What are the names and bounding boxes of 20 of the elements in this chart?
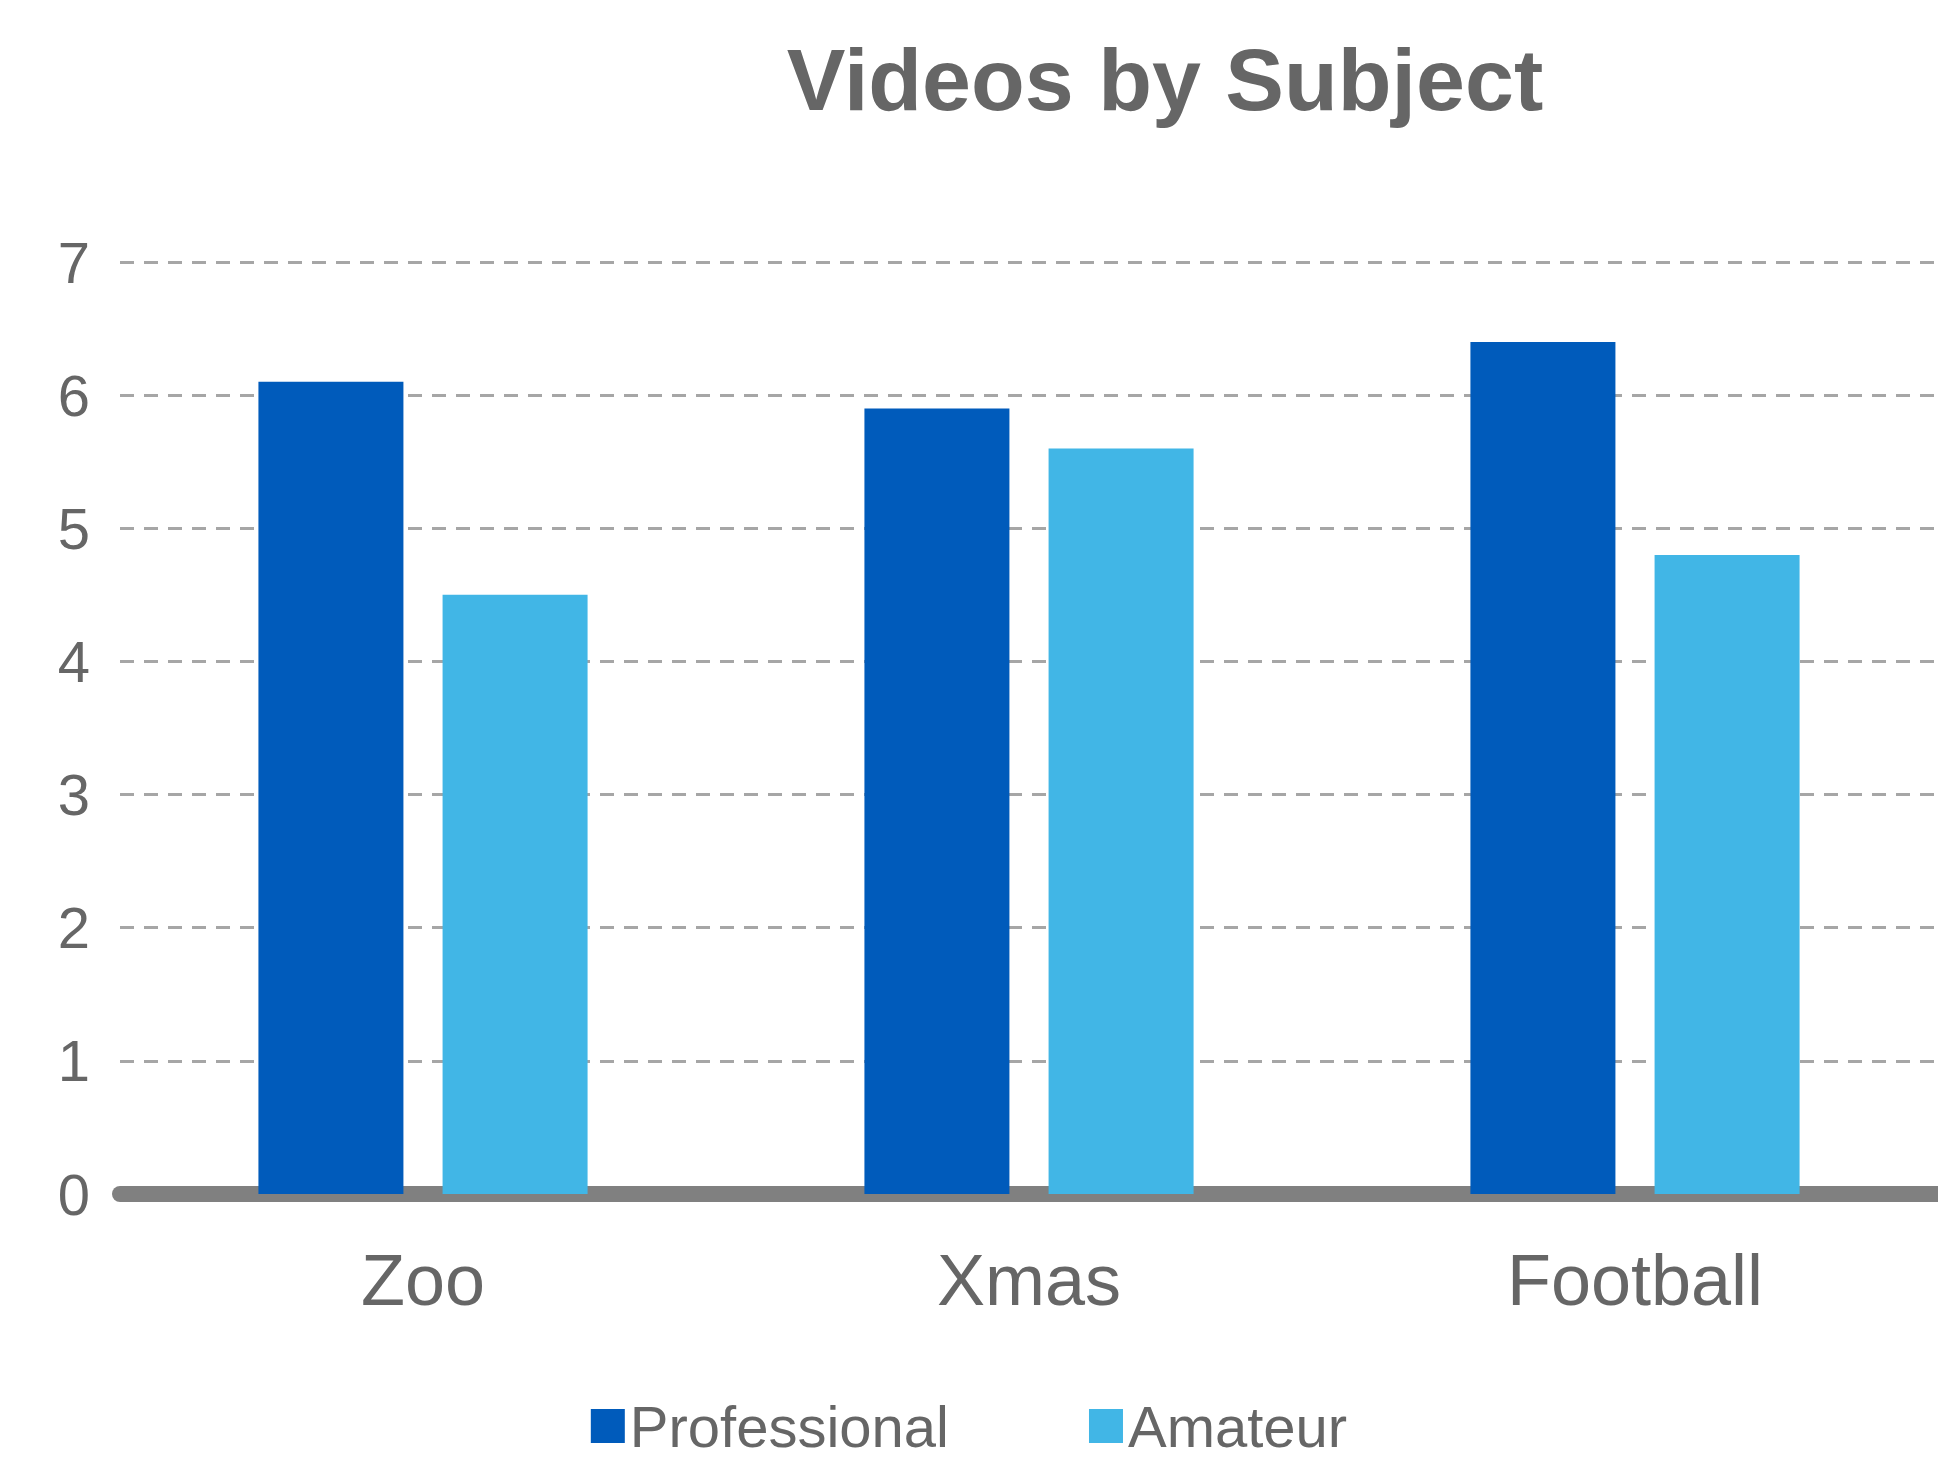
bar	[864, 408, 1010, 1194]
y-tick-label: 0	[57, 1161, 90, 1227]
y-tick-label: 2	[57, 895, 90, 961]
y-tick-label: 6	[57, 362, 90, 428]
bar	[442, 594, 588, 1194]
chart-title: Videos by Subject	[786, 29, 1544, 129]
y-tick-label: 3	[57, 762, 90, 828]
bar	[1654, 554, 1800, 1194]
y-tick-label: 1	[57, 1028, 90, 1094]
y-tick-label: 4	[57, 628, 90, 694]
y-tick-label: 5	[57, 495, 90, 561]
legend-label: Professional	[629, 1393, 949, 1459]
bar	[1470, 341, 1616, 1194]
y-tick-label: 7	[57, 229, 90, 295]
legend-label: Amateur	[1127, 1393, 1348, 1459]
x-tick-label: Zoo	[360, 1240, 486, 1320]
bar	[1048, 448, 1194, 1194]
x-tick-label: Football	[1506, 1240, 1764, 1320]
x-tick-label: Xmas	[936, 1240, 1122, 1320]
bar	[258, 381, 404, 1194]
